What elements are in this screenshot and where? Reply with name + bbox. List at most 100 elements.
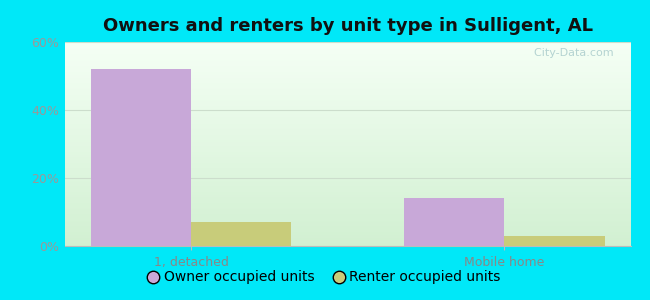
Bar bbox=[65, 70, 630, 72]
Bar bbox=[65, 95, 630, 96]
Bar bbox=[65, 127, 630, 128]
Bar bbox=[65, 75, 630, 76]
Bar bbox=[65, 98, 630, 99]
Bar bbox=[65, 61, 630, 62]
Bar bbox=[65, 240, 630, 241]
Bar bbox=[65, 88, 630, 89]
Bar bbox=[65, 74, 630, 75]
Bar bbox=[65, 128, 630, 129]
Bar bbox=[65, 112, 630, 113]
Bar bbox=[65, 230, 630, 231]
Bar bbox=[65, 187, 630, 188]
Bar bbox=[65, 161, 630, 162]
Bar bbox=[65, 176, 630, 177]
Bar bbox=[65, 51, 630, 52]
Bar bbox=[65, 83, 630, 84]
Bar bbox=[65, 203, 630, 204]
Bar bbox=[65, 243, 630, 244]
Bar bbox=[65, 169, 630, 170]
Bar bbox=[65, 56, 630, 57]
Bar bbox=[65, 67, 630, 68]
Bar bbox=[65, 197, 630, 198]
Bar bbox=[65, 181, 630, 182]
Bar bbox=[65, 101, 630, 102]
Bar bbox=[65, 119, 630, 121]
Bar bbox=[65, 87, 630, 88]
Bar bbox=[65, 208, 630, 209]
Bar bbox=[65, 149, 630, 150]
Bar bbox=[65, 132, 630, 133]
Bar bbox=[65, 84, 630, 85]
Bar bbox=[65, 214, 630, 215]
Bar bbox=[65, 108, 630, 109]
Bar bbox=[65, 237, 630, 238]
Bar bbox=[65, 137, 630, 138]
Bar bbox=[65, 47, 630, 48]
Bar bbox=[65, 118, 630, 119]
Bar bbox=[65, 193, 630, 194]
Bar bbox=[65, 46, 630, 47]
Bar bbox=[65, 138, 630, 139]
Bar bbox=[65, 96, 630, 97]
Bar bbox=[65, 89, 630, 90]
Bar bbox=[65, 174, 630, 175]
Bar bbox=[65, 142, 630, 143]
Bar bbox=[504, 236, 604, 246]
Bar bbox=[404, 198, 504, 246]
Bar bbox=[65, 76, 630, 77]
Bar bbox=[65, 226, 630, 228]
Bar bbox=[65, 58, 630, 59]
Bar bbox=[65, 136, 630, 137]
Bar bbox=[65, 94, 630, 95]
Bar bbox=[65, 72, 630, 73]
Bar bbox=[65, 91, 630, 92]
Bar bbox=[65, 177, 630, 178]
Bar bbox=[65, 198, 630, 199]
Bar bbox=[65, 65, 630, 67]
Bar bbox=[65, 118, 630, 119]
Bar bbox=[65, 52, 630, 53]
Bar bbox=[65, 131, 630, 132]
Bar bbox=[65, 238, 630, 239]
Bar bbox=[65, 202, 630, 203]
Bar bbox=[65, 204, 630, 205]
Bar bbox=[65, 155, 630, 156]
Bar bbox=[65, 207, 630, 208]
Bar bbox=[65, 223, 630, 224]
Bar bbox=[65, 126, 630, 127]
Bar bbox=[65, 228, 630, 229]
Bar bbox=[65, 57, 630, 58]
Bar bbox=[65, 86, 630, 87]
Bar bbox=[65, 233, 630, 234]
Bar bbox=[65, 199, 630, 200]
Bar bbox=[65, 124, 630, 126]
Bar bbox=[65, 209, 630, 210]
Bar bbox=[65, 213, 630, 214]
Bar bbox=[65, 242, 630, 243]
Bar bbox=[65, 186, 630, 187]
Bar bbox=[65, 77, 630, 78]
Bar bbox=[65, 129, 630, 130]
Bar bbox=[65, 133, 630, 134]
Bar bbox=[65, 220, 630, 221]
Bar bbox=[65, 167, 630, 169]
Bar bbox=[65, 80, 630, 81]
Bar bbox=[65, 105, 630, 106]
Bar bbox=[65, 145, 630, 146]
Bar bbox=[65, 205, 630, 206]
Bar bbox=[65, 82, 630, 83]
Bar bbox=[65, 154, 630, 155]
Bar bbox=[65, 191, 630, 192]
Bar bbox=[65, 55, 630, 56]
Bar bbox=[65, 206, 630, 207]
Bar bbox=[65, 152, 630, 153]
Bar bbox=[65, 172, 630, 174]
Bar bbox=[65, 97, 630, 98]
Bar bbox=[65, 221, 630, 223]
Bar bbox=[65, 201, 630, 202]
Bar bbox=[65, 50, 630, 51]
Bar bbox=[65, 53, 630, 54]
Title: Owners and renters by unit type in Sulligent, AL: Owners and renters by unit type in Sulli… bbox=[103, 17, 593, 35]
Bar bbox=[65, 113, 630, 114]
Bar bbox=[65, 182, 630, 183]
